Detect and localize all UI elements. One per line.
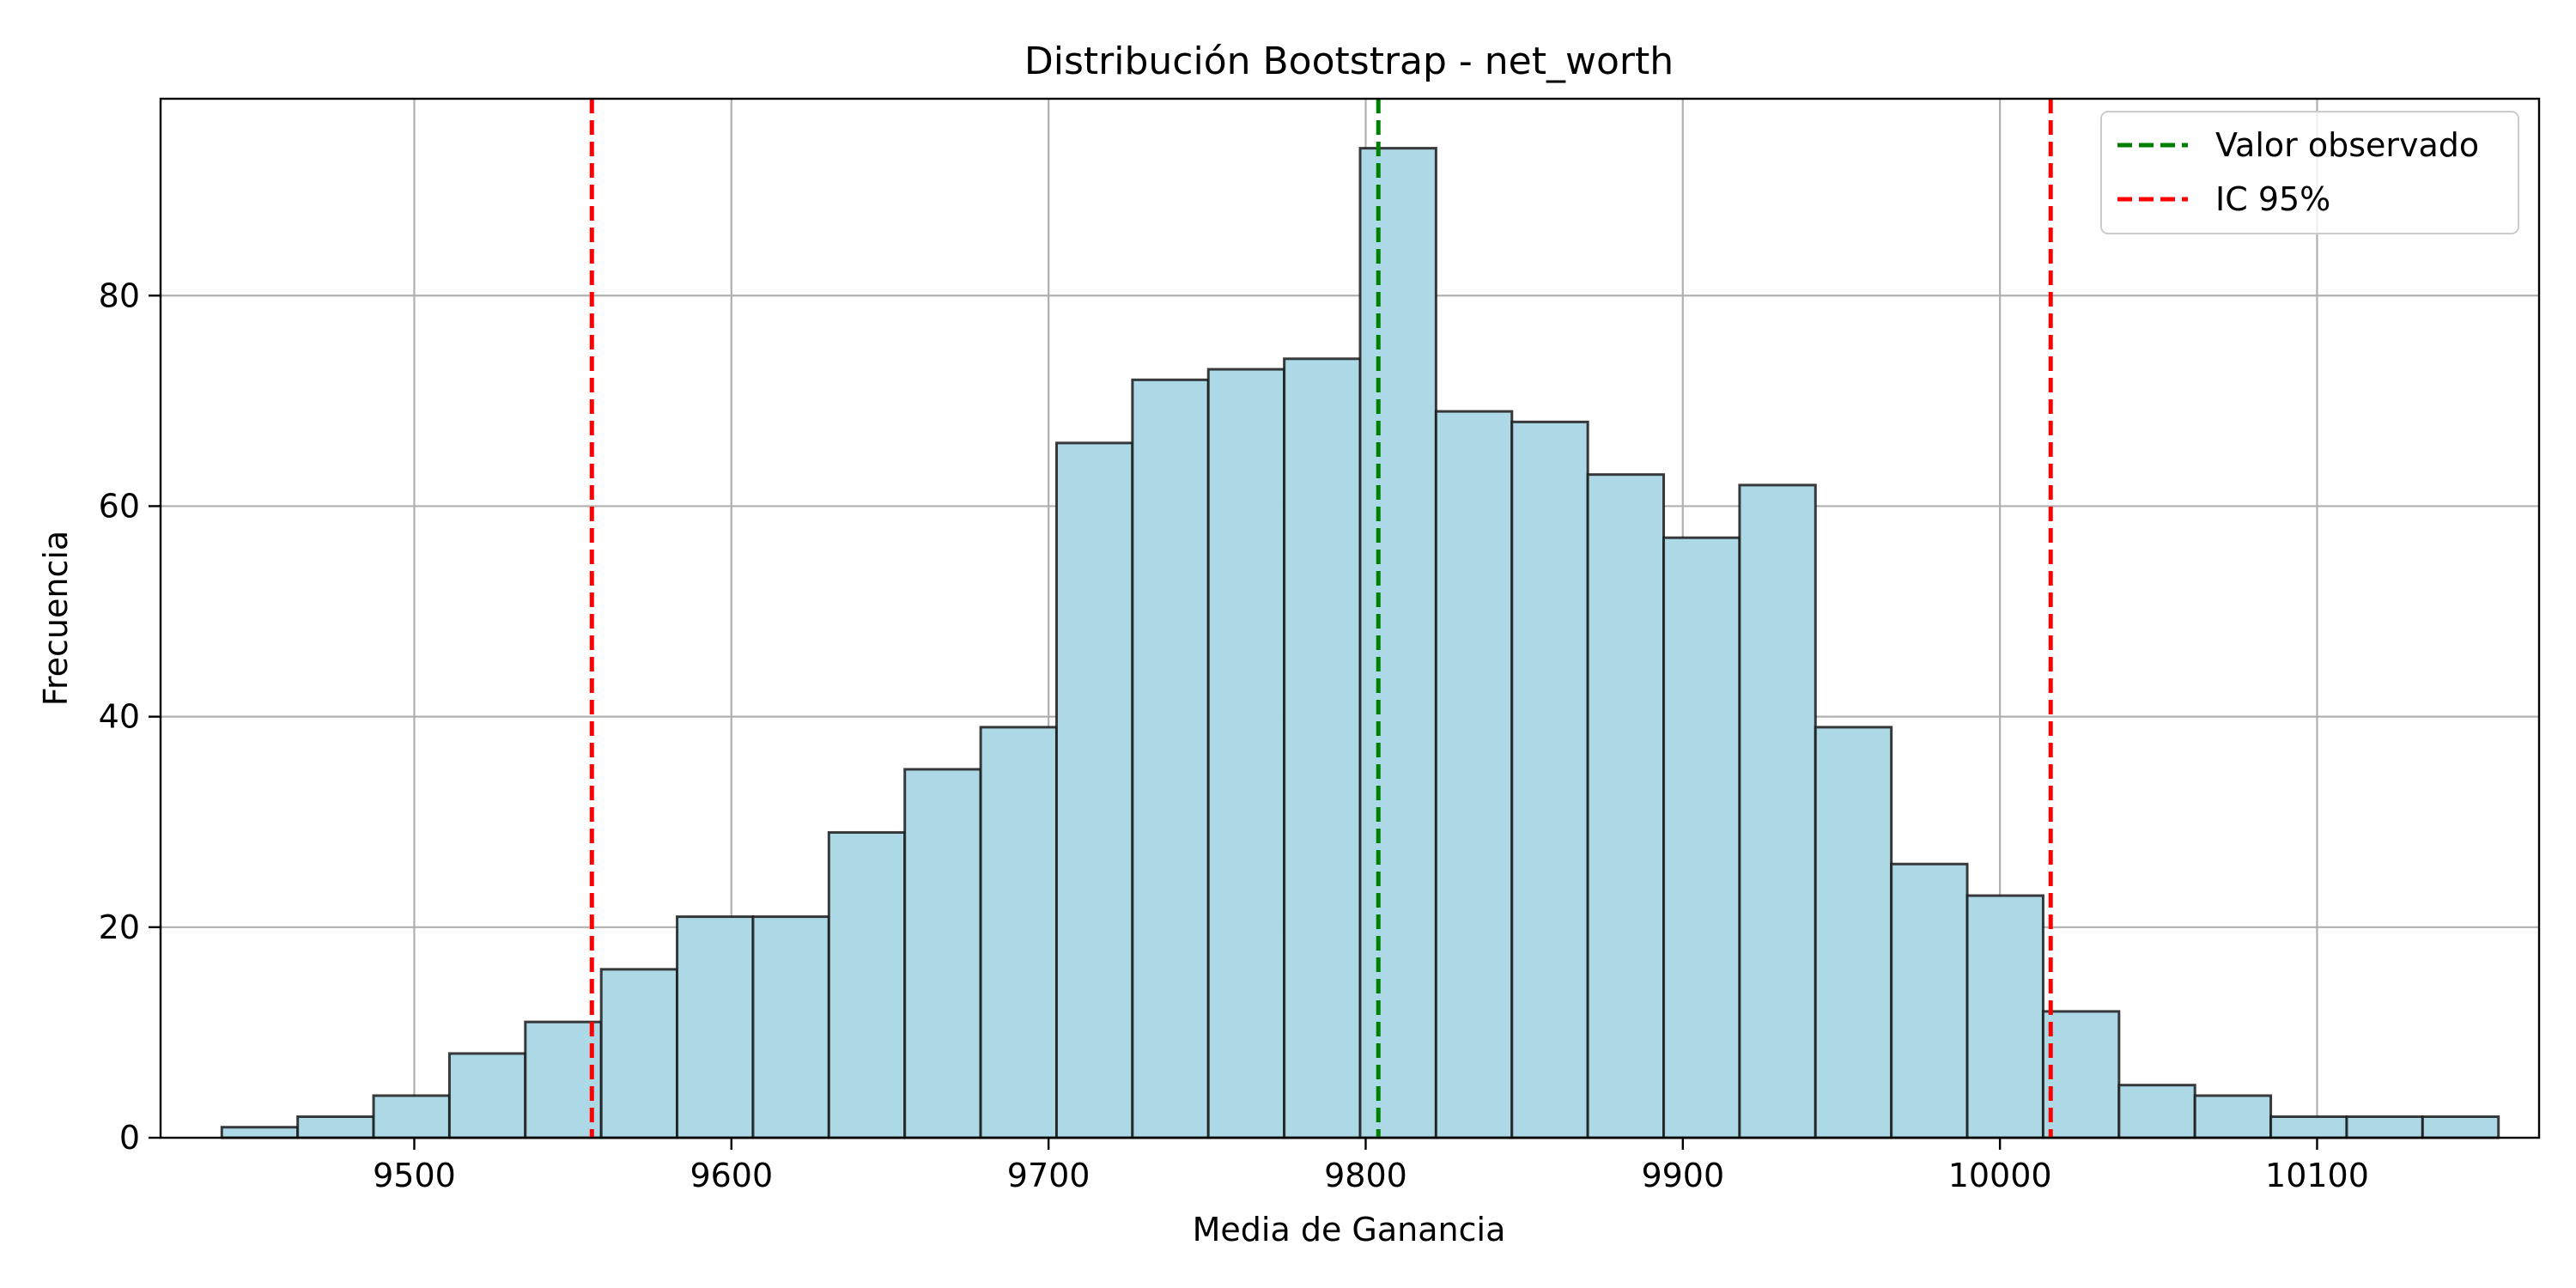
histogram-bar [1510,420,1589,1139]
y-tick-label: 40 [99,698,140,736]
histogram-bar [296,1115,375,1139]
histogram-bar [447,1052,527,1139]
legend: Valor observado IC 95% [2100,111,2519,234]
histogram-bar [2041,1010,2121,1139]
x-tick-label: 9900 [1641,1157,1724,1194]
histogram-bar [372,1094,451,1139]
histogram-bar [1131,378,1210,1139]
histogram-bar [599,968,679,1139]
histogram-bar [2193,1094,2273,1139]
histogram-bar [1434,410,1514,1139]
histogram-bar [2345,1115,2424,1139]
x-tick-label: 10100 [2265,1157,2369,1194]
histogram-bar [1206,368,1286,1139]
y-tick-label: 60 [99,487,140,525]
histogram-bar [1814,726,1893,1139]
x-tick-label: 9500 [373,1157,456,1194]
axis-ticks: 9500 9600 9700 9800 9900 10000 10100 0 20 40 60 80 [99,276,2369,1194]
histogram-bar [1054,441,1134,1139]
histogram-bar [676,915,755,1139]
histogram-bar [903,768,982,1139]
histogram-bar [1890,862,1969,1139]
histogram-bars [220,147,2500,1139]
plot-frame [159,97,2541,1139]
histogram-bar [1586,473,1666,1139]
histogram-bar [979,726,1058,1139]
histogram-bar [827,830,907,1139]
histogram-bar [1283,357,1362,1139]
x-tick-label: 10000 [1948,1157,2052,1194]
legend-label-observed: Valor observado [2215,126,2479,164]
histogram-bar [2117,1084,2196,1139]
histogram-bar [1738,483,1817,1139]
histogram-bar [524,1020,603,1139]
histogram-bar [1662,536,1741,1139]
x-tick-label: 9600 [690,1157,773,1194]
histogram-bar [1358,147,1437,1139]
histogram-bar [2269,1115,2348,1139]
x-axis-label: Media de Ganancia [1193,1211,1506,1249]
reference-lines [589,99,2053,1138]
x-tick-label: 9800 [1324,1157,1407,1194]
histogram-bar [751,915,830,1139]
y-tick-label: 0 [119,1119,140,1157]
y-axis-label: Frecuencia [37,531,75,706]
x-tick-label: 9700 [1007,1157,1091,1194]
chart-title: Distribución Bootstrap - net_worth [1024,39,1674,83]
histogram-bar [2421,1115,2500,1139]
histogram-bar [1965,894,2044,1139]
legend-box [2100,111,2519,234]
y-tick-label: 80 [99,276,140,314]
y-tick-label: 20 [99,908,140,946]
histogram-bar [220,1126,300,1139]
legend-label-ci: IC 95% [2215,180,2330,218]
